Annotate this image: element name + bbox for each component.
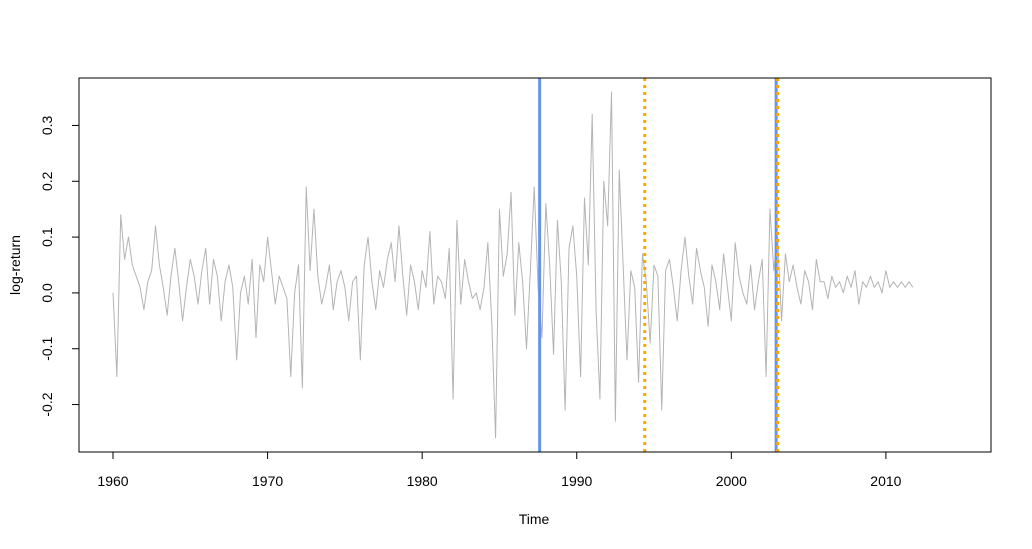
- series-layer: [112, 91, 914, 439]
- x-tick-label: 1980: [407, 473, 438, 489]
- y-axis-title: log-return: [7, 235, 23, 295]
- change-point-lines: [538, 78, 780, 452]
- x-tick-label: 2010: [870, 473, 901, 489]
- y-tick-label: 0.2: [39, 171, 55, 191]
- series-line-0: [112, 91, 914, 439]
- x-axis-title: Time: [519, 511, 550, 527]
- y-tick-label: -0.1: [39, 336, 55, 360]
- x-tick-label: 1970: [252, 473, 283, 489]
- x-tick-label: 1990: [561, 473, 592, 489]
- y-tick-label: 0.3: [39, 116, 55, 136]
- x-tick-label: 1960: [97, 473, 128, 489]
- y-tick-label: -0.2: [39, 392, 55, 416]
- y-tick-label: 0.0: [39, 283, 55, 303]
- y-tick-label: 0.1: [39, 227, 55, 247]
- x-axis: 1960 1970 1980 1990 2000 2010: [97, 451, 902, 489]
- y-axis: -0.2 -0.1 0.0 0.1 0.2 0.3: [39, 116, 80, 417]
- x-tick-label: 2000: [716, 473, 747, 489]
